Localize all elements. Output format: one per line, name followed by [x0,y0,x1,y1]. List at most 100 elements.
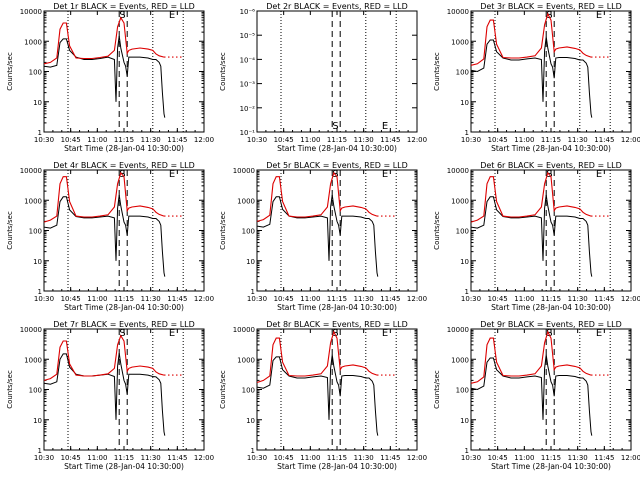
panel-title: Det 6r BLACK = Events, RED = LLD [480,161,622,170]
x-tick-label: 11:45 [594,295,614,303]
x-tick-label: 11:45 [167,454,187,462]
series-events-line [470,354,593,436]
x-tick-label: 10:45 [488,136,508,144]
y-axis-label: Counts/sec [6,211,14,250]
y-tick-label: 1000 [237,356,255,364]
y-tick-label: 10 [460,258,469,266]
y-axis-label: Counts/sec [6,52,14,91]
x-tick-label: 10:45 [61,454,81,462]
x-axis-label: Start Time (28-Jan-04 10:30:00) [64,144,184,153]
marker-s: S [332,121,338,132]
series-events-line [470,36,593,118]
x-tick-label: 11:00 [514,295,534,303]
y-tick-label: 10⁻² [240,105,256,113]
y-tick-label: 1 [251,288,255,296]
y-tick-label: 10 [33,417,42,425]
y-tick-label: 10000 [447,8,469,16]
y-tick-label: 1 [251,447,255,455]
y-tick-label: 100 [242,387,255,395]
x-tick-label: 11:45 [167,136,187,144]
x-tick-label: 11:15 [327,454,347,462]
series-events-line [256,194,379,277]
x-tick-label: 11:45 [167,295,187,303]
panel-det-8: Det 8r BLACK = Events, RED = LLD 10:30 10:… [219,320,427,471]
y-tick-label: 10000 [20,167,42,175]
marker-e: E [169,10,175,21]
series-lld-line [470,330,592,384]
y-tick-label: 10 [246,258,255,266]
x-tick-label: 11:15 [541,136,561,144]
series-lld-line [256,171,378,222]
marker-e: E [382,121,388,132]
x-tick-label: 10:45 [61,295,81,303]
y-tick-label: 1000 [237,197,255,205]
y-tick-label: 1 [465,129,469,137]
series-events-line [43,353,166,436]
x-tick-label: 11:00 [87,295,107,303]
panel-title: Det 7r BLACK = Events, RED = LLD [53,320,195,329]
x-tick-label: 11:30 [568,136,588,144]
x-tick-label: 11:15 [541,454,561,462]
y-tick-label: 100 [456,69,469,77]
x-tick-label: 11:15 [114,136,134,144]
y-tick-label: 10 [33,99,42,107]
x-tick-label: 11:45 [380,136,400,144]
x-tick-label: 11:00 [87,136,107,144]
x-axis-label: Start Time (28-Jan-04 10:30:00) [491,303,611,312]
marker-s: S [119,328,125,339]
x-tick-label: 11:15 [327,136,347,144]
y-tick-label: 100 [456,228,469,236]
y-tick-label: 100 [29,387,42,395]
x-tick-label: 11:00 [300,454,320,462]
x-tick-label: 11:30 [141,295,161,303]
panel-det-4: Det 4r BLACK = Events, RED = LLD 10:30 10:… [6,161,214,312]
x-tick-label: 10:30 [461,295,481,303]
panel-title: Det 3r BLACK = Events, RED = LLD [480,2,622,11]
x-tick-label: 11:15 [327,295,347,303]
x-tick-label: 10:30 [34,295,54,303]
y-tick-label: 10 [460,99,469,107]
x-tick-label: 11:00 [514,136,534,144]
y-axis-label: Counts/sec [433,52,441,91]
x-tick-label: 11:30 [141,454,161,462]
series-lld-line [470,171,592,223]
marker-s: S [546,328,552,339]
x-axis-label: Start Time (28-Jan-04 10:30:00) [277,303,397,312]
panel-title: Det 4r BLACK = Events, RED = LLD [53,161,195,170]
y-tick-label: 10000 [20,326,42,334]
series-lld-line [43,334,165,381]
y-tick-label: 10⁻³ [240,81,256,89]
x-tick-label: 11:15 [114,454,134,462]
panel-det-3: Det 3r BLACK = Events, RED = LLD 10:30 10:… [433,2,640,153]
y-tick-label: 100 [456,387,469,395]
y-tick-label: 1000 [451,197,469,205]
x-tick-label: 11:00 [514,454,534,462]
y-tick-label: 1 [465,447,469,455]
x-tick-label: 11:00 [300,136,320,144]
y-tick-label: 10 [460,417,469,425]
x-axis-label: Start Time (28-Jan-04 10:30:00) [491,462,611,471]
x-tick-label: 10:45 [488,454,508,462]
marker-e: E [169,169,175,180]
x-tick-label: 10:30 [247,136,267,144]
x-tick-label: 11:00 [87,454,107,462]
y-tick-label: 10000 [20,8,42,16]
x-tick-label: 12:00 [407,454,427,462]
y-tick-label: 1000 [451,356,469,364]
x-tick-label: 11:15 [114,295,134,303]
y-axis-label: Counts/sec [6,370,14,409]
marker-s: S [546,10,552,21]
marker-e: E [382,169,388,180]
x-tick-label: 10:30 [247,454,267,462]
x-tick-label: 10:30 [461,454,481,462]
marker-e: E [596,169,602,180]
series-lld-line [43,16,165,65]
y-tick-label: 10000 [447,326,469,334]
x-tick-label: 12:00 [194,454,214,462]
marker-e: E [169,328,175,339]
marker-e: E [382,328,388,339]
y-tick-label: 1000 [24,197,42,205]
x-axis-label: Start Time (28-Jan-04 10:30:00) [277,144,397,153]
x-tick-label: 10:45 [274,136,294,144]
